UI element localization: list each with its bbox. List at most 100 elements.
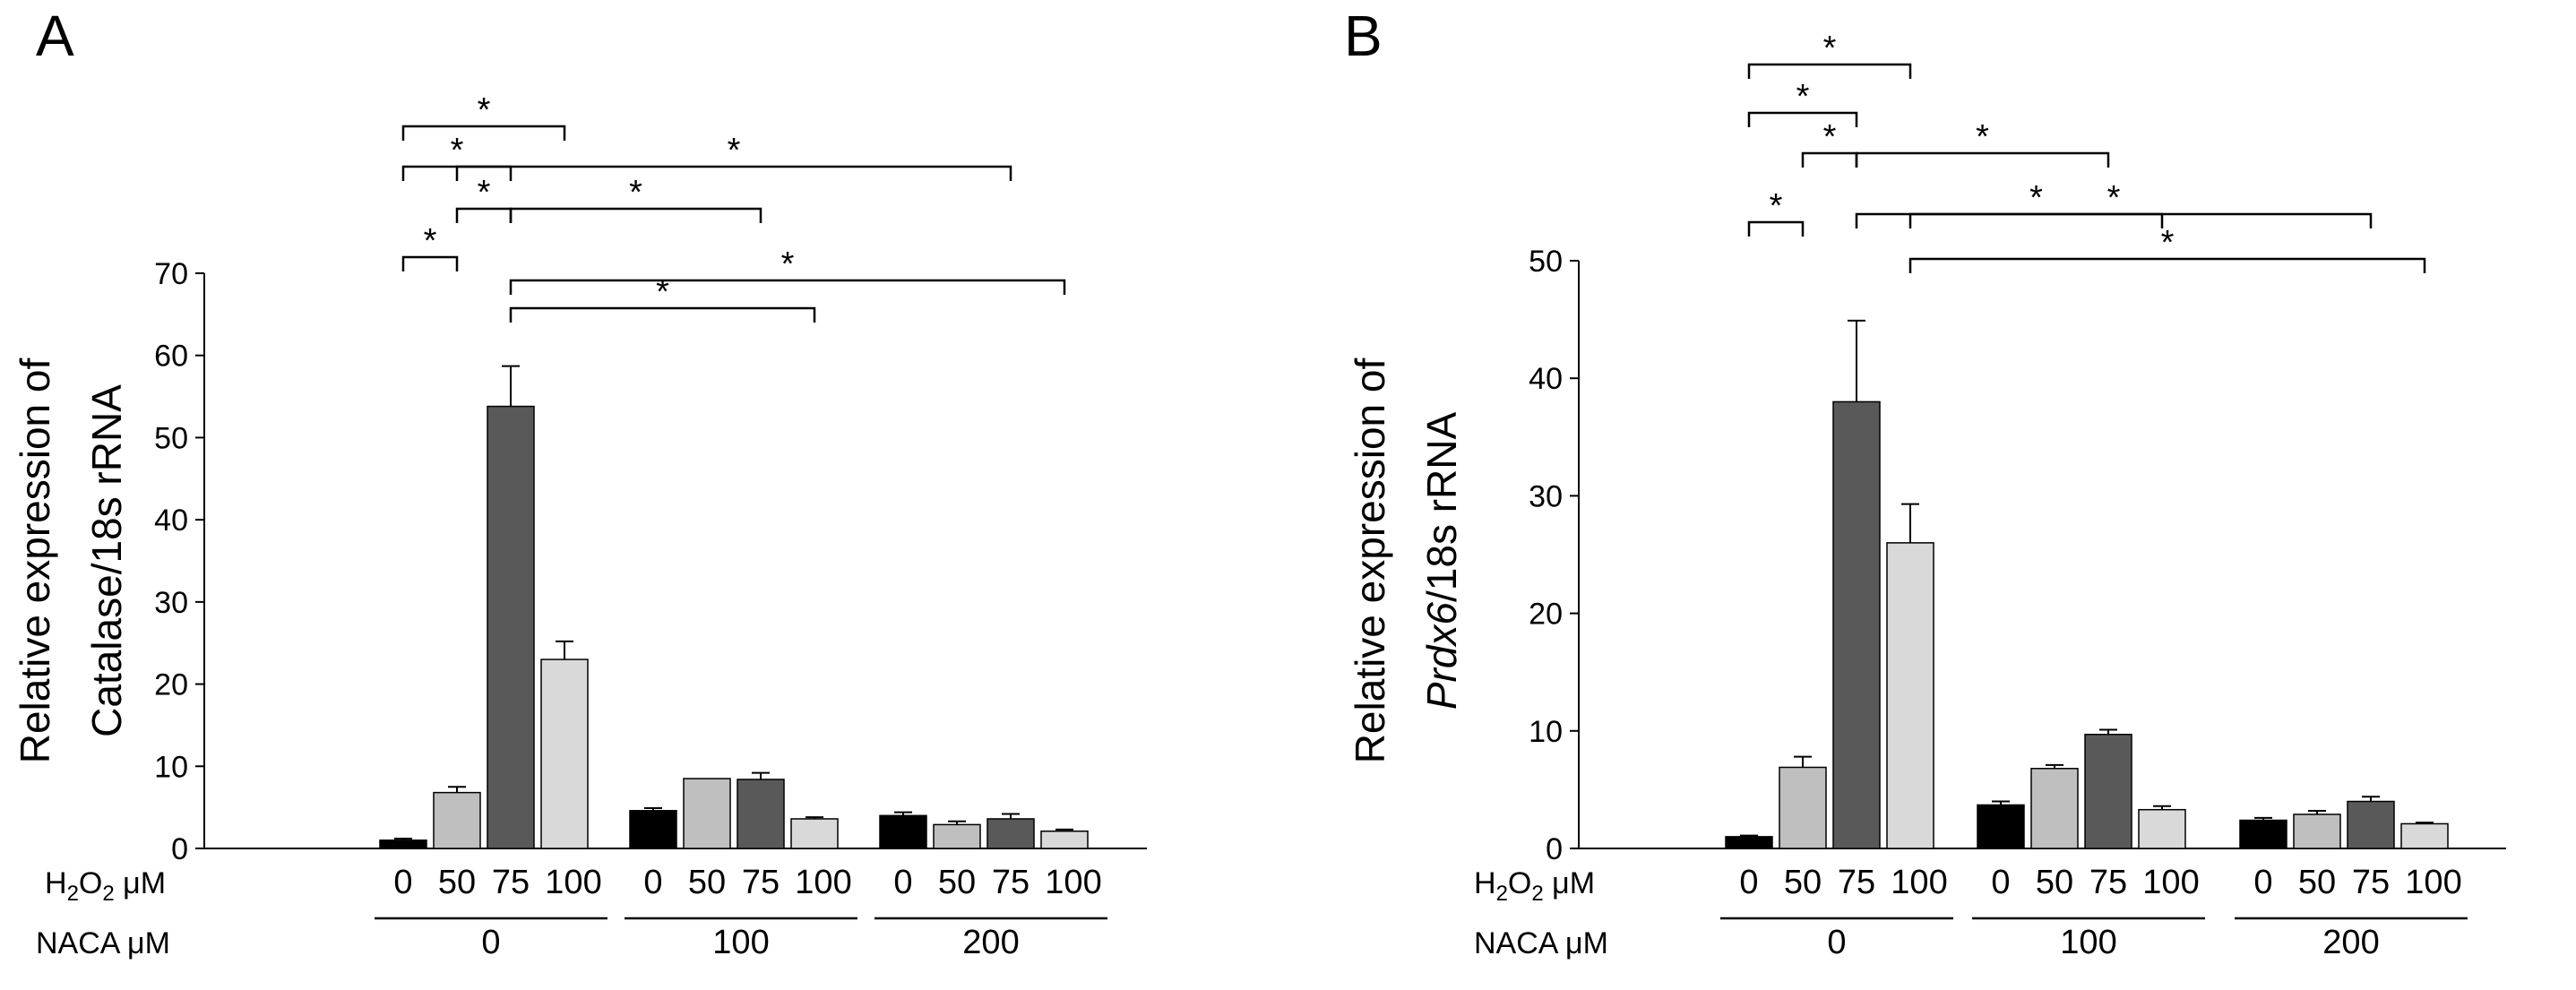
y-tick-label: 40 [1529,362,1563,396]
y-axis-title-suffix: /18s rRNA [1418,412,1465,602]
significance-bracket [509,207,762,223]
naca-group-label: 100 [712,924,769,961]
h2o2-tick-label: 100 [795,864,851,901]
significance-star: * [424,222,437,260]
significance-bracket [509,306,816,323]
panel-label: A [36,4,74,68]
bar [629,810,677,849]
h2o2-tick-label: 75 [1838,864,1875,901]
h2o2-tick-label: 0 [2253,864,2272,901]
significance-bracket [401,125,566,141]
significance-star: * [2107,179,2121,217]
bar [879,814,927,849]
y-axis-title-line1: Relative expression of [1347,358,1393,764]
y-tick-label: 30 [154,586,188,620]
panel-a: A 0 10 20 30 40 50 60 70 Relative expression of Ca… [12,4,1147,961]
h2o2-tick-label: 100 [545,864,601,901]
y-tick-label: 50 [1529,245,1563,279]
significance-star: * [656,273,669,311]
naca-group-label: 200 [962,924,1019,961]
significance-star: * [478,91,491,129]
y-tick-label: 40 [154,504,188,538]
naca-row-label: NACA μM [36,926,170,960]
bar [379,839,427,849]
significance-bracket [1747,111,1858,127]
h2o2-tick-label: 50 [2036,864,2073,901]
h2o2-tick-label: 0 [1739,864,1758,901]
h2o2-tick-label: 0 [643,864,662,901]
y-axis-title-line2: Prdx6/18s rRNA [1418,412,1465,710]
y-axis-title-line2: Catalase/18s rRNA [83,384,130,737]
bar [683,778,731,849]
y-tick-label: 0 [171,832,188,866]
y-tick-label: 50 [154,421,188,455]
y-tick-label: 30 [1529,479,1563,513]
significance-star: * [1823,118,1837,156]
bar [2030,768,2079,849]
bar [933,823,981,849]
bar [433,791,481,849]
bar [1725,836,1773,849]
naca-group-label: 0 [1827,924,1846,961]
bar [2084,733,2132,849]
naca-group-label: 200 [2322,924,2379,961]
h2o2-tick-label: 0 [393,864,412,901]
h2o2-row-label: H2O2 μM [1474,866,1595,906]
y-tick-label: 60 [154,340,188,374]
bar [2400,822,2449,849]
y-tick-label: 10 [154,750,188,784]
significance-star: * [781,245,795,283]
h2o2-tick-label: 0 [1991,864,2010,901]
naca-group-label: 100 [2060,924,2116,961]
h2o2-tick-label: 100 [1045,864,1101,901]
bar [2347,800,2395,849]
h2o2-tick-label: 50 [2298,864,2336,901]
bar [737,779,785,849]
significance-star: * [2029,179,2043,217]
panel-label: B [1344,4,1383,68]
bar [2293,814,2341,849]
bar [540,659,589,849]
bar [1977,804,2025,849]
naca-group-label: 0 [481,924,500,961]
significance-bracket [1855,212,2373,228]
significance-bracket [509,279,1066,295]
significance-star: * [451,132,464,169]
y-axis-title-line1: Relative expression of [12,358,58,764]
h2o2-tick-label: 75 [2352,864,2390,901]
y-tick-label: 20 [154,668,188,702]
bar [790,818,839,849]
bar [1886,542,1934,849]
h2o2-tick-label: 100 [2142,864,2199,901]
h2o2-tick-label: 50 [438,864,476,901]
h2o2-tick-label: 0 [893,864,912,901]
significance-bracket [455,165,1012,181]
h2o2-tick-label: 50 [1784,864,1822,901]
h2o2-tick-label: 75 [492,864,530,901]
significance-star: * [629,174,642,211]
bar [1779,766,1827,849]
h2o2-tick-label: 50 [688,864,726,901]
significance-bracket [1747,220,1805,237]
naca-row-label: NACA μM [1474,926,1608,960]
y-axis-title-gene: Prdx6 [1418,602,1465,710]
bar [1832,400,1881,849]
h2o2-row-label: H2O2 μM [45,866,166,906]
significance-star: * [1796,78,1810,116]
h2o2-tick-label: 75 [742,864,780,901]
bar [2138,808,2186,849]
h2o2-tick-label: 75 [992,864,1030,901]
significance-bracket [401,255,459,271]
bar [1040,830,1089,849]
panel-b: B 0 10 20 30 40 50 Relative expression of Prdx6/… [1344,4,2506,961]
significance-bracket [1747,63,1912,79]
bar [986,818,1035,849]
y-tick-label: 20 [1529,598,1563,632]
significance-star: * [728,132,741,169]
significance-star: * [478,174,491,211]
y-tick-label: 0 [1546,832,1563,866]
h2o2-tick-label: 75 [2089,864,2127,901]
significance-star: * [2161,224,2175,262]
significance-bracket [1855,151,2110,168]
